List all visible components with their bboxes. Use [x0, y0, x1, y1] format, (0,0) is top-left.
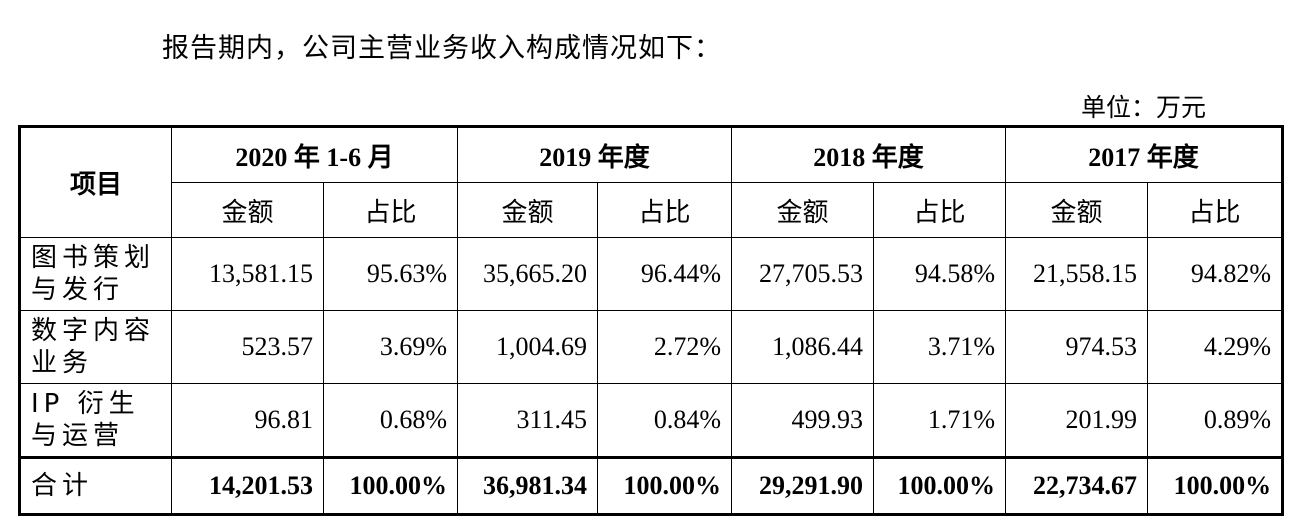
table-cell: 3.69% — [322, 310, 459, 384]
table-row: 数字内容业务 523.57 3.69% 1,004.69 2.72% 1,086… — [19, 310, 1284, 384]
period-header: 2020 年 1-6 月 — [170, 126, 459, 183]
table-cell: 94.58% — [873, 237, 1007, 311]
header-row-periods: 项目 2020 年 1-6 月 2019 年度 2018 年度 2017 年度 — [19, 126, 1284, 238]
table-cell: 2.72% — [597, 310, 733, 384]
total-cell: 100.00% — [597, 456, 733, 515]
amount-header: 金额 — [171, 182, 324, 238]
amount-header: 金额 — [1005, 182, 1149, 238]
table-cell: 974.53 — [1005, 310, 1149, 384]
table-cell: 96.44% — [597, 237, 733, 311]
table-cell: 4.29% — [1147, 310, 1284, 384]
total-cell: 100.00% — [873, 456, 1007, 515]
amount-header: 金额 — [457, 182, 599, 238]
table-cell: 523.57 — [171, 310, 324, 384]
intro-text: 报告期内，公司主营业务收入构成情况如下： — [162, 33, 722, 64]
table-cell: 94.82% — [1147, 237, 1284, 311]
ratio-header: 占比 — [322, 182, 459, 238]
period-header: 2017 年度 — [1005, 126, 1284, 183]
row-label: IP 衍生与运营 — [19, 383, 172, 458]
row-label: 数字内容业务 — [19, 310, 172, 384]
ratio-header: 占比 — [873, 182, 1007, 238]
table-cell: 311.45 — [457, 383, 599, 458]
total-cell: 14,201.53 — [171, 456, 324, 515]
table-row: 图书策划与发行 13,581.15 95.63% 35,665.20 96.44… — [19, 237, 1284, 311]
total-cell: 100.00% — [1147, 456, 1284, 515]
revenue-composition-table: 项目 2020 年 1-6 月 2019 年度 2018 年度 2017 年度 … — [18, 125, 1285, 516]
item-column-header: 项目 — [19, 126, 172, 238]
period-header: 2018 年度 — [731, 126, 1007, 183]
amount-header: 金额 — [731, 182, 875, 238]
total-cell: 29,291.90 — [731, 456, 875, 515]
table-cell: 35,665.20 — [457, 237, 599, 311]
table-cell: 21,558.15 — [1005, 237, 1149, 311]
table-cell: 13,581.15 — [171, 237, 324, 311]
header-row-metrics: 金额 占比 金额 占比 金额 占比 金额 占比 — [20, 182, 1284, 238]
ratio-header: 占比 — [597, 182, 733, 238]
total-label: 合计 — [19, 456, 172, 515]
table-cell: 27,705.53 — [731, 237, 875, 311]
table-cell: 95.63% — [322, 237, 459, 311]
ratio-header: 占比 — [1147, 182, 1284, 238]
total-cell: 100.00% — [322, 456, 459, 515]
table-cell: 3.71% — [873, 310, 1007, 384]
table-cell: 1,004.69 — [457, 310, 599, 384]
table-cell: 201.99 — [1005, 383, 1149, 458]
table-cell: 1,086.44 — [731, 310, 875, 384]
table-cell: 0.68% — [322, 383, 459, 458]
table-cell: 1.71% — [873, 383, 1007, 458]
total-cell: 36,981.34 — [457, 456, 599, 515]
table-cell: 499.93 — [731, 383, 875, 458]
unit-label: 单位：万元 — [1080, 93, 1206, 122]
table-cell: 0.84% — [597, 383, 733, 458]
total-row: 合计 14,201.53 100.00% 36,981.34 100.00% 2… — [19, 456, 1284, 515]
table-row: IP 衍生与运营 96.81 0.68% 311.45 0.84% 499.93… — [19, 383, 1284, 458]
period-header: 2019 年度 — [457, 126, 733, 183]
table-cell: 96.81 — [171, 383, 324, 458]
table-cell: 0.89% — [1147, 383, 1284, 458]
row-label: 图书策划与发行 — [19, 237, 172, 311]
total-cell: 22,734.67 — [1005, 456, 1149, 515]
